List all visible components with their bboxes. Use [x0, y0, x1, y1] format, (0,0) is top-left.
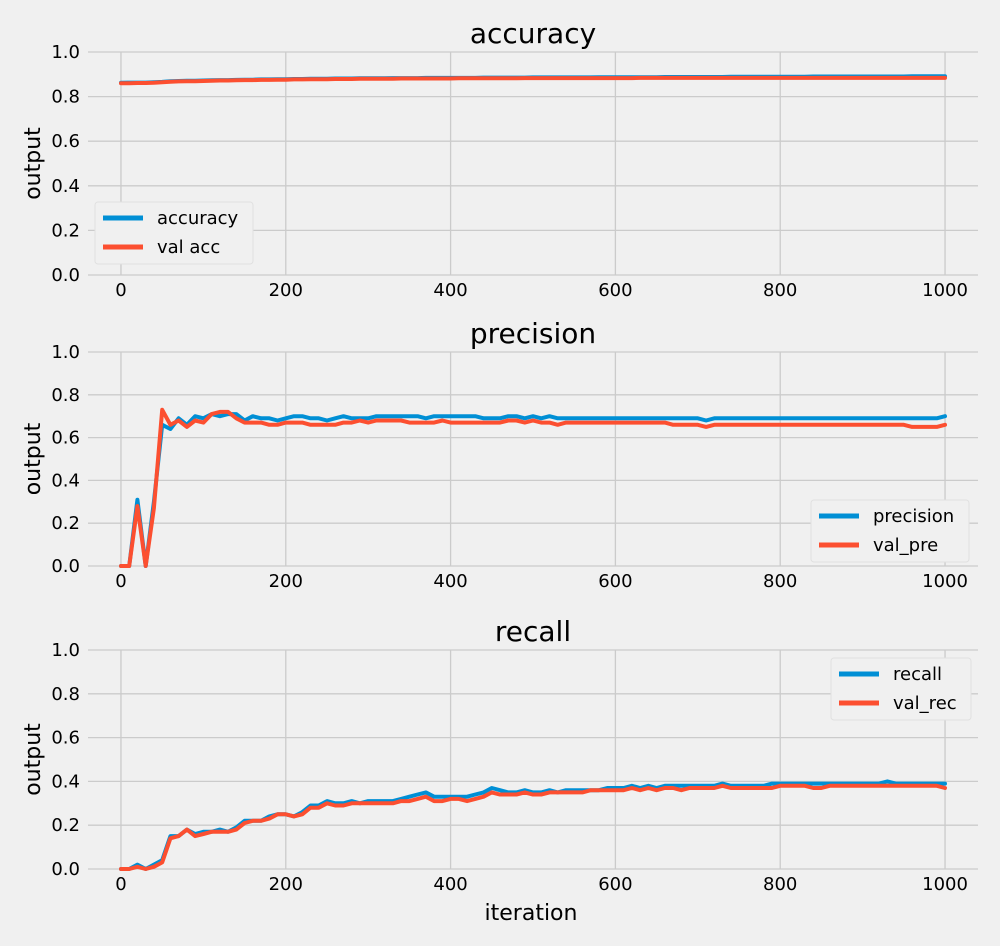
- series-line-val_rec: [119, 783, 947, 871]
- y-tick-label: 0.0: [51, 859, 80, 880]
- y-axis-label: output: [21, 127, 46, 200]
- y-axis-label: output: [21, 422, 46, 495]
- x-tick-label: 1000: [922, 874, 968, 895]
- series-line-val-acc: [119, 75, 947, 86]
- x-tick-label: 1000: [922, 280, 968, 301]
- legend-label: accuracy: [157, 208, 239, 229]
- x-tick-label: 0: [115, 280, 126, 301]
- legend-label: val_rec: [893, 693, 957, 714]
- x-tick-label: 1000: [922, 571, 968, 592]
- legend-label: val acc: [157, 237, 220, 258]
- x-tick-label: 0: [115, 874, 126, 895]
- y-tick-label: 0.6: [51, 131, 80, 152]
- y-tick-label: 0.6: [51, 728, 80, 749]
- y-tick-label: 0.4: [51, 470, 80, 491]
- chart-title: precision: [470, 317, 596, 350]
- y-tick-label: 0.8: [51, 87, 80, 108]
- chart-title: accuracy: [470, 17, 596, 50]
- legend: precision val_pre: [810, 499, 970, 563]
- y-tick-label: 1.0: [51, 342, 80, 363]
- y-tick-label: 0.2: [51, 513, 80, 534]
- x-tick-label: 200: [269, 874, 303, 895]
- series-line-val_pre: [119, 407, 947, 568]
- y-tick-label: 0.4: [51, 176, 80, 197]
- y-axis-label: output: [21, 723, 46, 796]
- x-tick-label: 0: [115, 571, 126, 592]
- legend-label: recall: [893, 664, 942, 685]
- x-tick-label: 200: [269, 571, 303, 592]
- y-tick-label: 0.8: [51, 684, 80, 705]
- chart-panel-accuracy: 0.0 0.2 0.4 0.6 0.8 1.0 0 200 400 600 800 1000 accur…: [21, 17, 978, 301]
- x-tick-label: 400: [433, 571, 467, 592]
- series-line-precision: [119, 412, 947, 568]
- x-tick-label: 600: [598, 571, 632, 592]
- y-tick-label: 0.4: [51, 771, 80, 792]
- y-tick-label: 1.0: [51, 42, 80, 63]
- x-tick-label: 600: [598, 280, 632, 301]
- y-tick-label: 0.6: [51, 428, 80, 449]
- x-tick-label: 400: [433, 874, 467, 895]
- x-tick-label: 800: [763, 571, 797, 592]
- y-tick-label: 0.2: [51, 220, 80, 241]
- chart-panel-recall: 0.0 0.2 0.4 0.6 0.8 1.0 0 200 400 600 800 1000 recal…: [21, 615, 978, 926]
- chart-title: recall: [495, 615, 571, 648]
- legend: accuracy val acc: [94, 201, 254, 265]
- legend-label: val_pre: [873, 535, 938, 556]
- legend-label: precision: [873, 506, 954, 527]
- chart-panel-precision: 0.0 0.2 0.4 0.6 0.8 1.0 0 200 400 600 800 1000 preci…: [21, 317, 978, 592]
- y-tick-label: 0.8: [51, 385, 80, 406]
- y-tick-label: 1.0: [51, 640, 80, 661]
- y-tick-label: 0.0: [51, 265, 80, 286]
- x-tick-label: 800: [763, 280, 797, 301]
- y-tick-label: 0.2: [51, 815, 80, 836]
- x-tick-label: 600: [598, 874, 632, 895]
- legend: recall val_rec: [830, 657, 972, 721]
- x-axis-label: iteration: [485, 901, 578, 926]
- x-tick-label: 200: [269, 280, 303, 301]
- x-tick-label: 400: [433, 280, 467, 301]
- x-tick-label: 800: [763, 874, 797, 895]
- y-tick-label: 0.0: [51, 556, 80, 577]
